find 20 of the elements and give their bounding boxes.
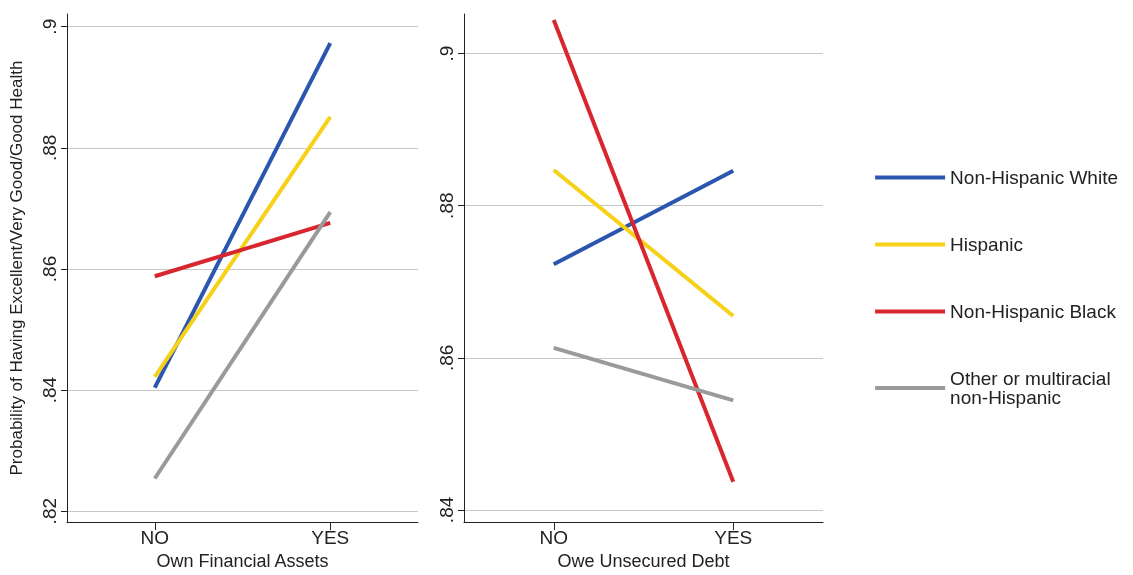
x-tick-label: YES	[714, 527, 753, 549]
x-tick-label: NO	[539, 527, 568, 549]
y-tick-label: .84	[436, 496, 457, 524]
y-tick-label: .84	[39, 376, 60, 404]
y-tick-label: .9	[39, 18, 60, 35]
legend-label: Non-Hispanic Black	[950, 301, 1117, 322]
y-tick-label: .88	[39, 134, 60, 162]
y-tick-label: .82	[39, 497, 60, 525]
x-tick-label: YES	[311, 527, 350, 549]
x-axis-title: Owe Unsecured Debt	[557, 551, 730, 571]
y-tick-label: .88	[436, 192, 457, 219]
legend-label: Hispanic	[950, 234, 1023, 255]
x-axis-title: Own Financial Assets	[156, 551, 329, 571]
y-axis-title: Probability of Having Excellent/Very Good/Good Health	[7, 60, 26, 476]
legend-label: Non-Hispanic White	[950, 167, 1119, 188]
y-tick-label: .86	[436, 344, 457, 372]
y-tick-label: .86	[39, 255, 60, 283]
x-tick-label: NO	[140, 527, 169, 549]
legend-label: Other or multiracial non-Hispanic	[950, 368, 1116, 408]
y-tick-label: .9	[436, 45, 457, 62]
